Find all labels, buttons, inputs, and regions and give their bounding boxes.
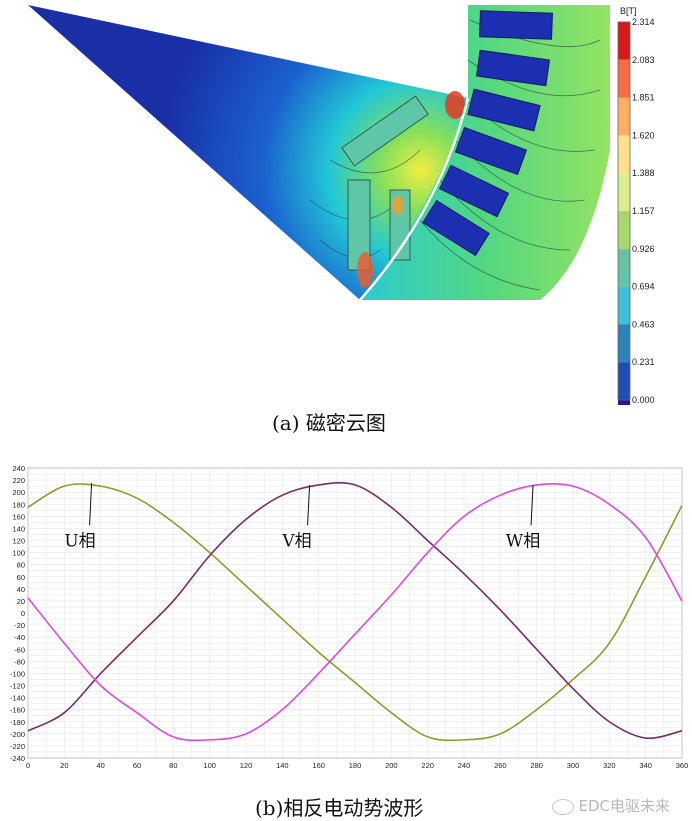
series-line bbox=[27, 482, 683, 740]
x-tick-label: 220 bbox=[421, 761, 434, 770]
y-tick-label: 60 bbox=[17, 573, 25, 582]
x-tick-label: 100 bbox=[203, 761, 216, 770]
air-gap bbox=[359, 97, 470, 301]
annotations: U相 V相 W相 bbox=[64, 483, 540, 552]
y-tick-label: 40 bbox=[17, 585, 25, 594]
x-tick-label: 240 bbox=[458, 761, 471, 770]
colorbar-swatch bbox=[618, 211, 630, 249]
annotation-leader bbox=[307, 484, 311, 526]
wechat-icon bbox=[552, 798, 575, 815]
x-tick-label: 40 bbox=[96, 761, 104, 770]
y-tick-label: 20 bbox=[17, 597, 25, 606]
colorbar-swatch bbox=[618, 362, 630, 400]
y-tick-label: -100 bbox=[10, 669, 25, 678]
colorbar-tick-label: 0.926 bbox=[632, 244, 655, 254]
y-tick-label: 100 bbox=[12, 549, 25, 558]
y-tick-label: 180 bbox=[12, 500, 25, 509]
y-tick-label: 120 bbox=[12, 537, 25, 546]
annotation-label: W相 bbox=[506, 532, 540, 552]
y-tick-label: 240 bbox=[12, 464, 25, 473]
y-tick-label: -60 bbox=[14, 645, 25, 654]
colorbar-tick-label: 1.388 bbox=[632, 168, 655, 178]
colorbar-tick-label: 1.851 bbox=[632, 93, 655, 103]
colorbar-tick-label: 0.463 bbox=[632, 319, 655, 329]
annotation-label: U相 bbox=[64, 532, 95, 552]
y-tick-label: 0 bbox=[21, 609, 25, 618]
annotation-label: V相 bbox=[281, 532, 311, 552]
x-tick-label: 160 bbox=[312, 761, 325, 770]
colorbar-tick-label: 2.314 bbox=[632, 17, 655, 27]
x-tick-label: 120 bbox=[240, 761, 253, 770]
x-tick-label: 280 bbox=[530, 761, 543, 770]
x-tick-label: 360 bbox=[676, 761, 689, 770]
x-tick-label: 80 bbox=[169, 761, 177, 770]
y-tick-label: -140 bbox=[10, 694, 25, 703]
colorbar: B[T] 2.314 2.083 1.851 1.620 1.388 1.157 0.926… bbox=[617, 6, 655, 405]
rotor-magnets bbox=[341, 95, 429, 271]
y-tick-label: -180 bbox=[10, 718, 25, 727]
series-lines bbox=[27, 482, 683, 742]
colorbar-swatch bbox=[618, 173, 630, 211]
y-tick-label: -40 bbox=[14, 633, 25, 642]
colorbar-swatch bbox=[618, 286, 630, 325]
stator-slots bbox=[422, 10, 553, 257]
colorbar-swatch bbox=[618, 22, 630, 60]
x-tick-label: 340 bbox=[639, 761, 652, 770]
y-tick-label: -240 bbox=[10, 754, 25, 763]
watermark: EDC电驱未来 bbox=[552, 795, 670, 816]
series-line bbox=[27, 482, 683, 742]
x-tick-label: 200 bbox=[385, 761, 398, 770]
y-tick-label: -120 bbox=[10, 682, 25, 691]
y-tick-label: -80 bbox=[14, 657, 25, 666]
x-tick-label: 320 bbox=[603, 761, 616, 770]
x-tick-label: 300 bbox=[567, 761, 580, 770]
x-tick-label: 60 bbox=[133, 761, 141, 770]
y-tick-label: 140 bbox=[12, 524, 25, 533]
colorbar-tick-label: 1.620 bbox=[632, 130, 655, 140]
colorbar-swatch bbox=[618, 97, 630, 136]
colorbar-tick-label: 0.231 bbox=[632, 357, 655, 367]
series-line bbox=[27, 483, 683, 742]
annotation-leader bbox=[89, 483, 93, 526]
x-axis-ticks: 0 20 40 60 80 100 120 140 160 180 200 220 240 260 280 3… bbox=[26, 761, 688, 770]
x-tick-label: 140 bbox=[276, 761, 289, 770]
y-tick-label: 160 bbox=[12, 512, 25, 521]
colorbar-swatch bbox=[618, 248, 630, 287]
colorbar-tick-label: 2.083 bbox=[632, 55, 655, 65]
flux-density-figure: B[T] 2.314 2.083 1.851 1.620 1.388 1.157 0.926… bbox=[28, 5, 655, 405]
colorbar-unit: B[T] bbox=[620, 6, 637, 16]
watermark-text: EDC电驱未来 bbox=[578, 797, 670, 815]
x-tick-label: 0 bbox=[26, 761, 30, 770]
colorbar-swatch bbox=[618, 135, 630, 174]
colorbar-tick-label: 1.157 bbox=[632, 206, 655, 216]
y-tick-label: 220 bbox=[12, 476, 25, 485]
grid bbox=[27, 467, 683, 759]
y-tick-label: -200 bbox=[10, 730, 25, 739]
x-tick-label: 180 bbox=[349, 761, 362, 770]
y-tick-label: 200 bbox=[12, 488, 25, 497]
x-tick-label: 260 bbox=[494, 761, 507, 770]
y-tick-label: -20 bbox=[14, 621, 25, 630]
back-emf-chart: 240220200180160140120100806040200-20-40-… bbox=[10, 464, 688, 770]
annotation-leader bbox=[530, 484, 534, 526]
colorbar-swatch bbox=[618, 324, 630, 363]
saturation-hotspots bbox=[357, 91, 465, 288]
caption-a: (a) 磁密云图 bbox=[272, 411, 386, 435]
y-tick-label: 80 bbox=[17, 561, 25, 570]
caption-b: (b)相反电动势波形 bbox=[255, 796, 424, 820]
colorbar-swatch bbox=[618, 400, 630, 405]
y-tick-label: -160 bbox=[10, 706, 25, 715]
y-axis-ticks: 240220200180160140120100806040200-20-40-… bbox=[10, 464, 25, 763]
colorbar-tick-label: 0.000 bbox=[632, 395, 655, 405]
colorbar-tick-label: 0.694 bbox=[632, 282, 655, 292]
y-tick-label: -220 bbox=[10, 742, 25, 751]
x-tick-label: 20 bbox=[60, 761, 68, 770]
colorbar-swatch bbox=[618, 59, 630, 98]
